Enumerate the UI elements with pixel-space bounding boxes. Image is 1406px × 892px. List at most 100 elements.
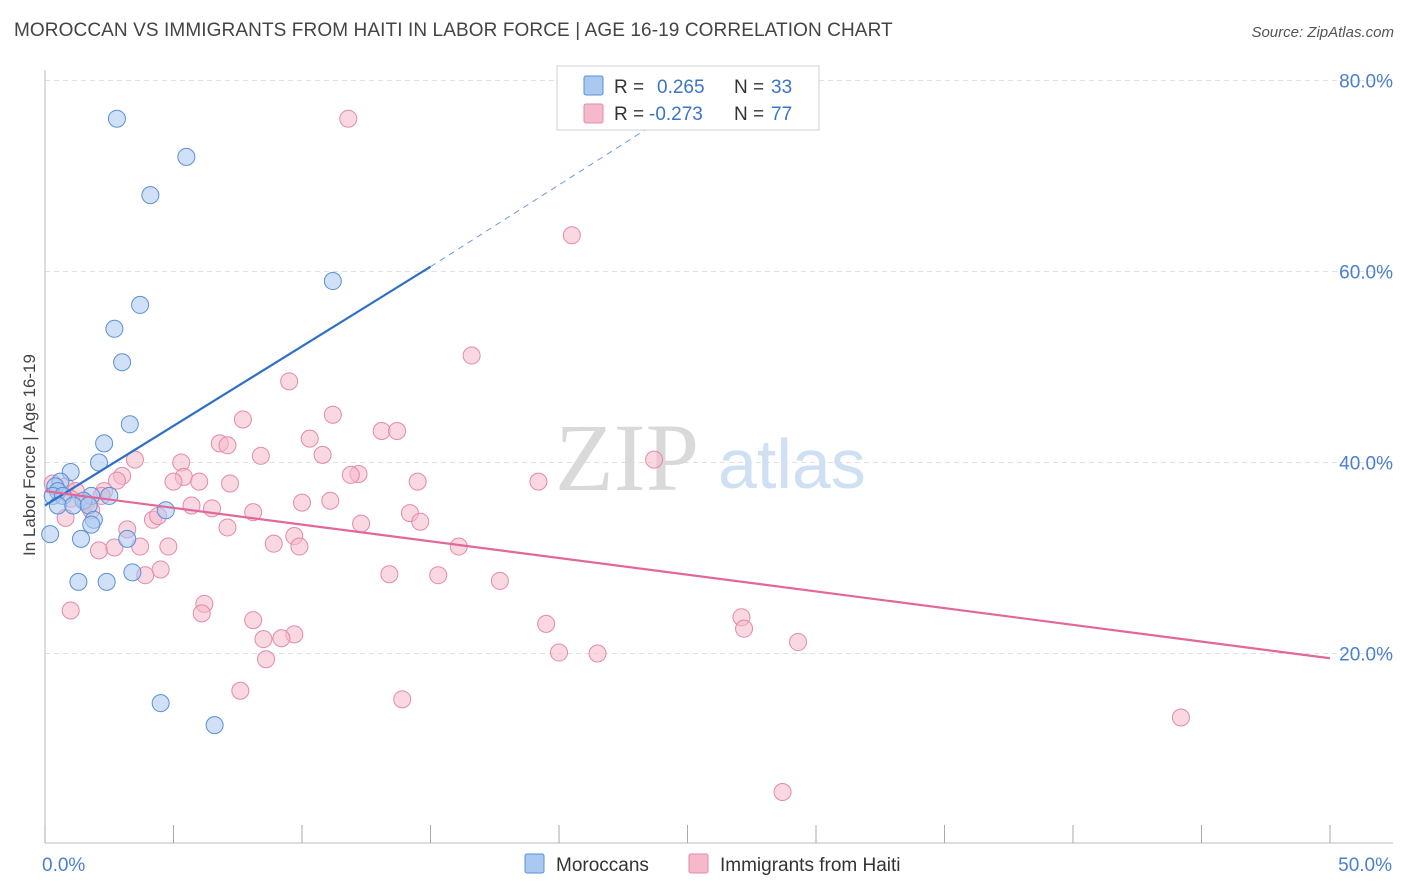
x-tick-label: 0.0% — [42, 855, 85, 876]
moroccan-point — [156, 501, 175, 520]
haiti-point — [89, 541, 108, 560]
stats-box: R = 0.265 N = 33 R = -0.273 N = 77 — [556, 65, 820, 131]
moroccan-point — [97, 572, 116, 591]
haiti-point — [125, 450, 144, 469]
haiti-point — [645, 450, 664, 469]
moroccan-point — [177, 147, 196, 166]
x-tick-label: 50.0% — [1338, 855, 1392, 876]
haiti-point — [588, 644, 607, 663]
haiti-point — [550, 643, 568, 662]
haiti-point — [529, 472, 548, 491]
haiti-point — [393, 690, 412, 709]
haiti-point — [380, 565, 399, 584]
haiti-point — [264, 534, 283, 553]
gridlines — [45, 80, 1393, 654]
haiti-point — [300, 429, 319, 448]
haiti-point — [290, 537, 309, 556]
haiti-point — [151, 560, 170, 579]
stats-r-label-haiti: R = — [614, 104, 644, 125]
y-tick-label: 80.0% — [1339, 72, 1393, 93]
haiti-point — [61, 601, 80, 620]
axes — [44, 70, 1393, 844]
haiti-point — [313, 445, 332, 464]
haiti-point — [341, 465, 360, 484]
stats-r-value-moroccans: 0.265 — [657, 77, 705, 98]
moroccan-point — [82, 515, 101, 534]
haiti-point — [272, 629, 291, 648]
legend-label-haiti: Immigrants from Haiti — [720, 855, 901, 876]
legend: Moroccans Immigrants from Haiti — [524, 853, 901, 876]
y-axis-title: In Labor Force | Age 16-19 — [20, 354, 39, 556]
moroccan-point — [151, 694, 170, 713]
haiti-point — [562, 226, 581, 245]
moroccan-point — [323, 272, 342, 291]
moroccan-point — [123, 563, 142, 582]
tick-labels: 20.0% 40.0% 60.0% 80.0% 0.0% 50.0% — [42, 72, 1393, 877]
haiti-point — [339, 109, 358, 128]
moroccan-point — [107, 109, 126, 128]
legend-swatch-moroccans — [524, 853, 545, 874]
haiti-point — [221, 474, 240, 493]
moroccan-point — [141, 186, 160, 205]
legend-swatch-haiti — [688, 853, 709, 874]
haiti-point — [192, 604, 211, 623]
stats-n-label-moroccans: N = — [734, 77, 764, 98]
moroccan-point — [41, 525, 60, 544]
y-tick-label: 20.0% — [1339, 645, 1393, 666]
haiti-point — [429, 566, 448, 585]
moroccan-point — [64, 496, 83, 515]
trend-lines — [44, 94, 1331, 660]
haiti-point — [231, 681, 250, 700]
haiti-point — [190, 472, 209, 491]
stats-r-value-haiti: -0.273 — [649, 104, 703, 125]
haiti-point — [159, 537, 178, 556]
y-tick-label: 40.0% — [1339, 454, 1393, 475]
haiti-point — [789, 633, 808, 652]
haiti-point — [321, 491, 340, 510]
moroccan-trend-line — [44, 265, 432, 507]
moroccan-point — [71, 529, 90, 548]
moroccan-point — [120, 415, 139, 434]
moroccan-point — [69, 572, 88, 591]
y-tick-label: 60.0% — [1339, 263, 1393, 284]
haiti-point — [105, 538, 124, 557]
haiti-point — [218, 518, 237, 537]
chart-title: MOROCCAN VS IMMIGRANTS FROM HAITI IN LAB… — [14, 20, 893, 41]
haiti-point — [293, 493, 311, 512]
moroccan-point — [113, 353, 132, 372]
stats-n-value-moroccans: 33 — [771, 77, 792, 98]
haiti-point — [735, 619, 754, 638]
stats-n-label-haiti: N = — [734, 104, 764, 125]
watermark-atlas: atlas — [718, 425, 866, 503]
haiti-point — [352, 514, 371, 533]
haiti-point — [280, 372, 299, 391]
haiti-point — [773, 782, 792, 801]
moroccan-point — [48, 496, 67, 515]
haiti-point — [537, 614, 556, 633]
haiti-point — [254, 630, 273, 649]
haiti-points — [43, 109, 1190, 801]
haiti-point — [411, 512, 430, 531]
haiti-point — [218, 436, 237, 455]
haiti-point — [233, 410, 252, 429]
legend-label-moroccans: Moroccans — [556, 855, 649, 876]
haiti-point — [323, 405, 342, 424]
haiti-point — [257, 650, 276, 669]
watermark-zip: ZIP — [555, 404, 699, 511]
moroccan-point — [100, 486, 119, 505]
stats-r-label-moroccans: R = — [614, 77, 644, 98]
moroccan-point — [118, 529, 137, 548]
stats-n-value-haiti: 77 — [771, 104, 792, 125]
moroccan-point — [205, 716, 224, 735]
haiti-point — [164, 472, 183, 491]
chart-source: Source: ZipAtlas.com — [1251, 24, 1394, 41]
haiti-point — [1171, 708, 1190, 727]
moroccan-point — [105, 319, 124, 338]
haiti-point — [244, 503, 263, 522]
haiti-point — [462, 346, 481, 365]
haiti-point — [372, 421, 391, 440]
moroccan-points — [41, 109, 342, 735]
haiti-point — [244, 611, 263, 630]
haiti-point — [408, 472, 427, 491]
